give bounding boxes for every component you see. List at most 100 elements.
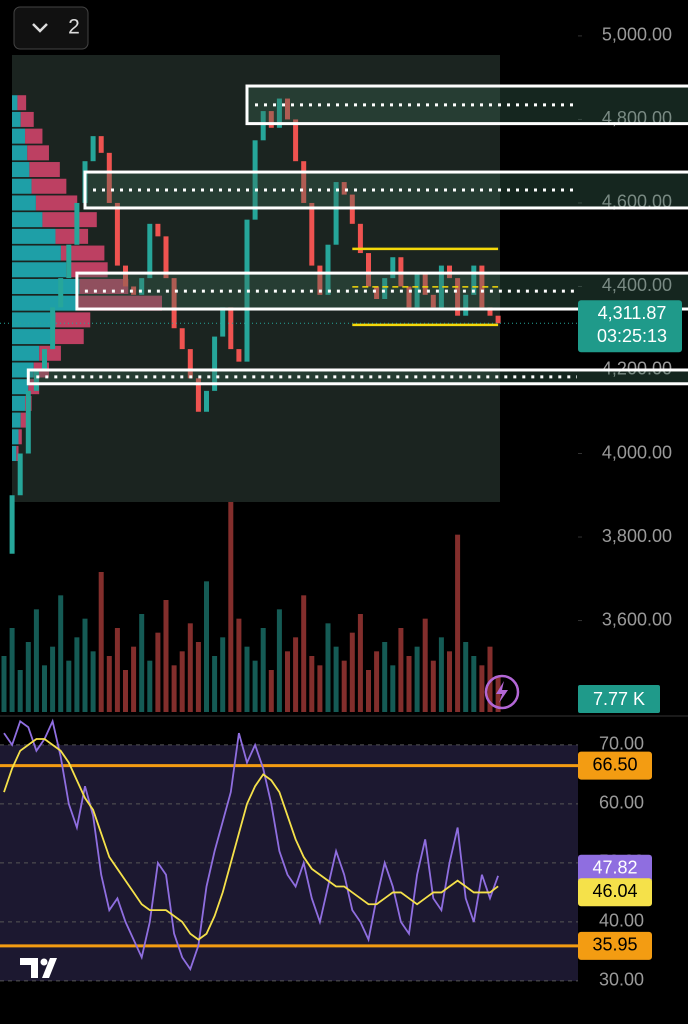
candle <box>147 223 153 279</box>
candle <box>163 236 169 279</box>
candle <box>309 202 315 266</box>
candle <box>66 244 72 279</box>
profile-up <box>12 245 61 261</box>
volume-bar <box>260 628 266 712</box>
candle <box>58 278 64 308</box>
candle <box>357 223 363 254</box>
volume-bar <box>123 670 128 712</box>
profile-up <box>12 228 56 244</box>
candle <box>123 265 128 287</box>
candle <box>187 349 193 379</box>
profile-up <box>12 262 67 278</box>
volume-bar <box>333 646 339 712</box>
profile-up <box>12 329 54 345</box>
volume-bar <box>90 651 96 712</box>
chevron-icon <box>32 23 48 33</box>
profile-up <box>12 212 43 228</box>
candle <box>301 161 307 203</box>
y-tick-label: 60.00 <box>599 793 644 813</box>
profile-up <box>12 295 78 311</box>
candle <box>438 265 444 308</box>
volume-bar <box>285 651 290 712</box>
volume-bar <box>252 660 258 712</box>
candle <box>252 140 258 220</box>
volume-bar <box>98 572 104 712</box>
profile-down <box>16 446 19 462</box>
candle <box>317 265 323 295</box>
profile-up <box>12 429 19 445</box>
profile-up <box>12 195 36 211</box>
volume-bar <box>163 600 169 712</box>
volume-bar <box>293 637 299 712</box>
candle <box>106 152 112 203</box>
logo-dot <box>40 958 48 966</box>
candle <box>204 390 209 412</box>
candle <box>487 307 493 316</box>
profile-up <box>12 345 40 361</box>
candle <box>74 202 80 245</box>
y-tick-label: 4,000.00 <box>602 442 672 462</box>
candle <box>50 307 56 350</box>
candle <box>90 136 96 162</box>
value-badge <box>578 854 652 883</box>
alert-circle <box>484 674 520 710</box>
candle <box>220 307 226 337</box>
alert-icon[interactable] <box>484 674 520 710</box>
volume-bar <box>479 665 485 712</box>
button-frame[interactable] <box>13 6 89 50</box>
volume-bar <box>220 637 226 712</box>
profile-up <box>12 278 80 294</box>
candle <box>333 182 339 245</box>
volume-bar <box>487 646 493 712</box>
volume-bar <box>106 656 112 712</box>
candle <box>390 257 396 279</box>
volume-bar <box>366 670 371 712</box>
bolt <box>496 681 508 703</box>
candle <box>17 453 23 496</box>
volume-bar <box>17 670 23 712</box>
profile-up <box>12 162 30 178</box>
level-label: 66.50 <box>592 754 637 774</box>
volume-bar <box>374 651 380 712</box>
volume-bar <box>309 656 315 712</box>
interval-button[interactable]: 2 <box>13 6 89 50</box>
volume-bar <box>1 656 7 712</box>
level-badge <box>578 751 652 780</box>
profile-down <box>27 145 49 161</box>
volume-bar <box>390 665 396 712</box>
candle <box>382 278 388 299</box>
profile-down <box>60 245 105 261</box>
y-tick-label: 40.00 <box>599 911 644 931</box>
candle <box>325 244 331 295</box>
volume-bar <box>33 609 39 712</box>
profile-up <box>12 412 21 428</box>
volume-bar <box>212 656 218 712</box>
profile-up <box>12 446 17 462</box>
volume-bar <box>422 618 428 712</box>
candle <box>98 136 104 153</box>
profile-down <box>35 195 78 211</box>
volume-bar <box>301 595 307 712</box>
volume-bar <box>179 651 185 712</box>
candle <box>268 111 274 128</box>
volume-bar <box>341 660 347 712</box>
candle <box>33 369 39 391</box>
profile-up <box>12 379 29 395</box>
level-label: 35.95 <box>592 935 637 955</box>
candle <box>195 378 201 412</box>
candle <box>228 307 234 350</box>
profile-down <box>55 228 89 244</box>
logo <box>20 958 57 978</box>
candle <box>260 111 266 141</box>
volume-bar <box>398 628 404 712</box>
zone-fill <box>26 368 688 386</box>
candle <box>25 390 31 454</box>
volume-bar <box>82 618 88 712</box>
profile-up <box>12 312 56 328</box>
volume-bar <box>66 660 72 712</box>
plot-layer: 5,000.004,800.004,600.004,400.004,200.00… <box>0 25 688 990</box>
profile-down <box>53 329 84 345</box>
volume-bar <box>349 632 355 712</box>
